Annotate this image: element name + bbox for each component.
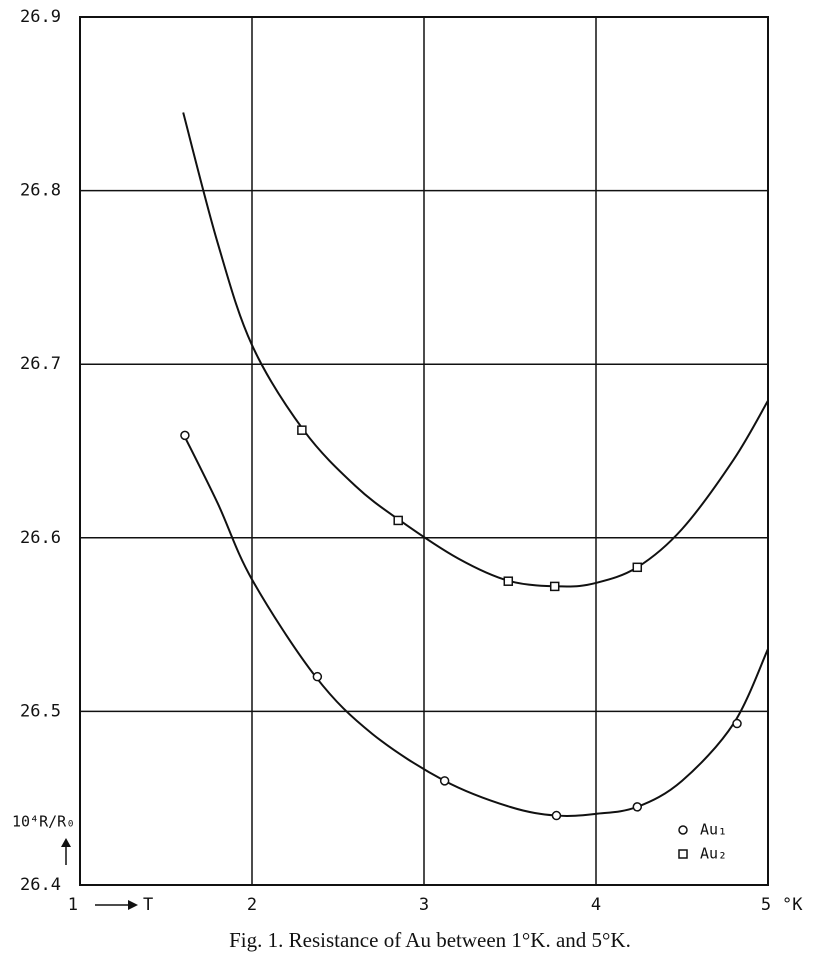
y-tick-label: 26.4	[20, 875, 61, 895]
marker	[632, 802, 643, 812]
marker	[297, 425, 307, 435]
fit-curve	[182, 433, 769, 817]
plot-frame	[79, 16, 769, 886]
y-tick-label: 26.7	[20, 354, 61, 374]
legend-marker	[678, 825, 688, 835]
y-tick-label: 26.8	[20, 181, 61, 201]
y-tick-label: 26.9	[20, 7, 61, 27]
marker	[439, 776, 450, 786]
caption: Fig. 1. Resistance of Au between 1°K. an…	[229, 928, 631, 952]
fit-curve	[182, 112, 769, 588]
x-tick-label: 3	[419, 895, 429, 915]
y-arrow-head	[61, 838, 71, 847]
legend-label: Au₁	[700, 821, 727, 839]
marker	[549, 581, 560, 592]
x-tick-label: 2	[247, 895, 257, 915]
x-tick-label: 1	[68, 895, 78, 915]
legend-label: Au₂	[700, 845, 727, 863]
marker	[632, 562, 643, 573]
x-arrow-head	[128, 900, 138, 910]
y-tick-label: 26.6	[20, 528, 61, 548]
marker	[551, 810, 562, 821]
marker	[503, 576, 514, 586]
x-axis-label: T	[143, 895, 153, 915]
y-axis-label: 10⁴R/R₀	[12, 813, 75, 831]
x-tick-label: 5	[761, 895, 771, 915]
x-tick-label: 4	[591, 895, 601, 915]
marker	[312, 671, 323, 682]
marker	[393, 515, 403, 526]
legend-marker	[678, 849, 688, 859]
marker	[732, 718, 742, 729]
marker	[180, 430, 190, 441]
x-unit: °K	[782, 895, 803, 915]
y-tick-label: 26.5	[20, 701, 61, 721]
